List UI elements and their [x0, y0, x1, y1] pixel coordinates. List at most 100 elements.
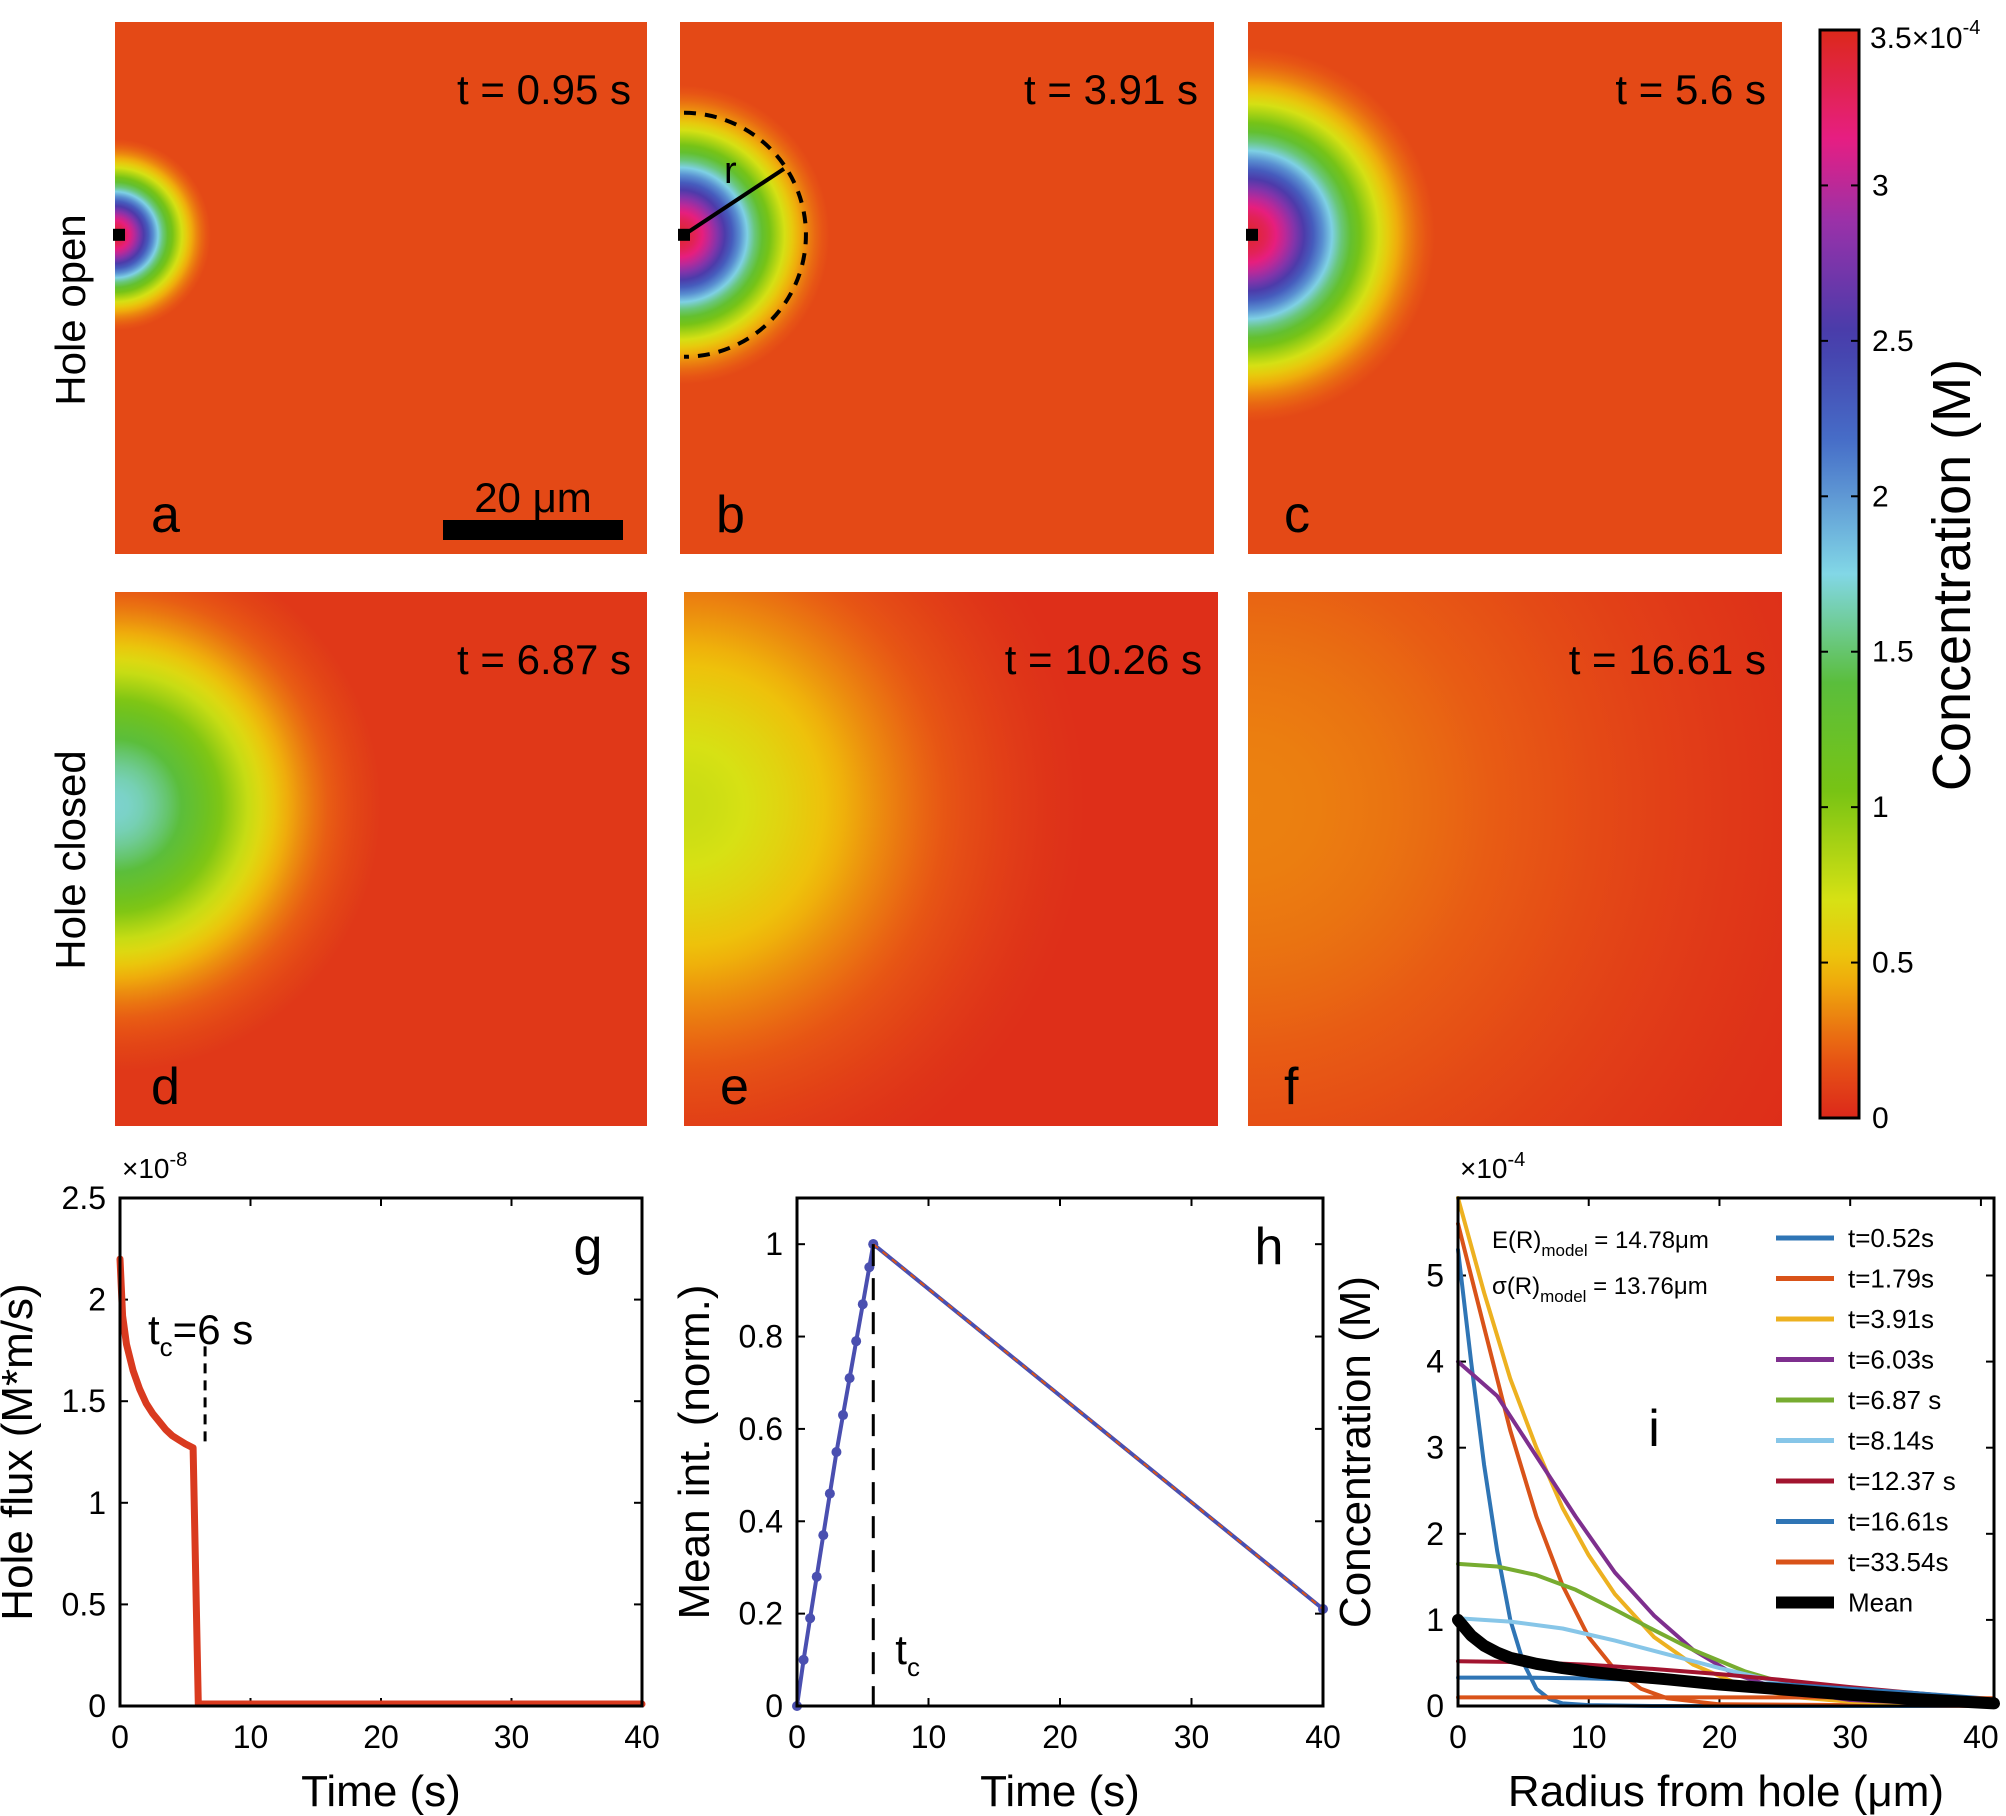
- heatmap-panels: t = 0.95 sa 20 μm t = 3.91 s b r t = 5.6 s c t …: [113, 22, 1782, 1126]
- y-tick-label: 2.5: [62, 1180, 106, 1216]
- data-point: [811, 1571, 822, 1582]
- heatmap-field: [115, 22, 647, 554]
- axis-exponent: ×10-4: [1460, 1149, 1525, 1184]
- series-rise: [795, 1242, 876, 1708]
- y-axis-label: Hole flux (M*m/s): [0, 1283, 42, 1620]
- colorbar-max-base: 3.5×10: [1870, 22, 1963, 55]
- axis-exponent-base: ×10: [122, 1153, 170, 1184]
- x-tick-label: 40: [1963, 1719, 1999, 1755]
- x-tick-label: 0: [111, 1719, 129, 1755]
- panel-letter: f: [1284, 1058, 1299, 1116]
- series-flux: [116, 1255, 646, 1708]
- y-tick-label: 1: [1426, 1602, 1444, 1638]
- radius-line: [682, 167, 786, 237]
- data-point: [838, 1410, 849, 1421]
- model-stat: σ(R)model = 13.76μm: [1492, 1273, 1708, 1306]
- x-tick-label: 0: [1449, 1719, 1467, 1755]
- scale-bar: [443, 520, 623, 540]
- legend-label: t=16.61s: [1848, 1507, 1948, 1537]
- tc-annotation: tc=6 s: [148, 1306, 253, 1362]
- legend-label: t=6.03s: [1848, 1345, 1934, 1375]
- panel-letter: h: [1255, 1218, 1284, 1276]
- y-tick-label: 1: [765, 1226, 783, 1262]
- x-tick-label: 40: [1305, 1719, 1341, 1755]
- legend-label: t=8.14s: [1848, 1426, 1934, 1456]
- time-label: t = 6.87 s: [457, 636, 631, 683]
- model-stat: E(R)model = 14.78μm: [1492, 1227, 1709, 1260]
- data-point: [824, 1488, 835, 1499]
- legend-label: t=6.87 s: [1848, 1385, 1941, 1415]
- y-tick-label: 0: [765, 1688, 783, 1724]
- tc-annotation: tc: [895, 1626, 920, 1682]
- panel-letter: e: [720, 1058, 749, 1116]
- y-axis-label: Concentration (M): [1331, 1276, 1380, 1628]
- y-tick-label: 0.8: [739, 1319, 783, 1355]
- axis-exponent-power: -4: [1508, 1149, 1526, 1171]
- x-tick-label: 20: [1702, 1719, 1738, 1755]
- colorbar-max-exp: -4: [1963, 17, 1981, 39]
- y-tick-label: 1: [88, 1485, 106, 1521]
- x-axis-label: Radius from hole (μm): [1508, 1767, 1944, 1816]
- colorbar-tick-label: 0: [1872, 1102, 1889, 1135]
- axis-exponent-power: -8: [170, 1149, 188, 1171]
- heatmap-field: [1248, 592, 1782, 1126]
- heatmap-panel-d: t = 6.87 s d: [115, 592, 647, 1126]
- series-Mean: [1452, 1613, 2000, 1710]
- row-label-closed: Hole closed: [47, 750, 94, 969]
- x-tick-label: 10: [1571, 1719, 1607, 1755]
- time-label: t = 3.91 s: [1024, 66, 1198, 113]
- legend-label: t=0.52s: [1848, 1223, 1934, 1253]
- time-label: t = 16.61 s: [1569, 636, 1766, 683]
- radius-label: r: [724, 150, 737, 192]
- radius-circle: [683, 110, 808, 359]
- colorbar-tick-label: 2.5: [1872, 325, 1914, 358]
- y-tick-label: 2: [88, 1282, 106, 1318]
- hole-marker: [113, 228, 125, 241]
- axes-box: [795, 1196, 1325, 1708]
- colorbar-tick-label: 2: [1872, 480, 1889, 513]
- time-label: t = 5.6 s: [1615, 66, 1766, 113]
- x-axis-label: Time (s): [980, 1767, 1140, 1816]
- panel-letter: i: [1648, 1400, 1660, 1458]
- tc-base: t: [895, 1626, 907, 1673]
- hole-marker: [1246, 228, 1258, 241]
- x-tick-label: 0: [788, 1719, 806, 1755]
- legend-label: t=1.79s: [1848, 1264, 1934, 1294]
- series-t-1-79s: [1456, 1221, 1996, 1708]
- legend-label: t=33.54s: [1848, 1547, 1948, 1577]
- colorbar-tick-label: 1.5: [1872, 636, 1914, 669]
- legend-label: t=3.91s: [1848, 1304, 1934, 1334]
- time-label: t = 0.95 s: [457, 66, 631, 113]
- x-axis-label: Time (s): [301, 1767, 461, 1816]
- y-tick-label: 4: [1426, 1344, 1444, 1380]
- data-point: [805, 1613, 816, 1624]
- y-tick-label: 5: [1426, 1257, 1444, 1293]
- colorbar-gradient: [1818, 28, 1861, 1120]
- y-tick-label: 0.6: [739, 1411, 783, 1447]
- y-tick-label: 1.5: [62, 1383, 106, 1419]
- time-label: t = 10.26 s: [1005, 636, 1202, 683]
- x-tick-label: 20: [363, 1719, 399, 1755]
- model-stat-value: = 14.78μm: [1588, 1227, 1709, 1254]
- heatmap-field: [680, 22, 1214, 554]
- heatmap-panel-a: t = 0.95 s a 20 μm: [113, 22, 647, 554]
- colorbar: 0 0.5 1 1.5 2 2.5 3 3.5×10-4 Concentration (M): [1818, 17, 1982, 1135]
- scale-bar-label: 20 μm: [474, 474, 592, 521]
- tc-sub: c: [907, 1652, 920, 1682]
- tc-rest: =6 s: [173, 1306, 254, 1353]
- panel-letter: g: [574, 1218, 603, 1276]
- heatmap-field: [1248, 22, 1782, 554]
- data-point: [831, 1447, 842, 1457]
- x-tick-label: 10: [911, 1719, 947, 1755]
- colorbar-tick-label: 0.5: [1872, 947, 1914, 980]
- colorbar-ticks: 0 0.5 1 1.5 2 2.5 3: [1820, 169, 1914, 1135]
- model-stat-sub: model: [1541, 1241, 1587, 1260]
- heatmap-field: [684, 592, 1218, 1126]
- chart-h: 0 10 20 30 40 0 0.2 0.4 0.6 0.8 1 Time (s) Mean int.…: [670, 1196, 1341, 1816]
- decay-fit-line: [872, 1243, 1324, 1610]
- x-tick-label: 30: [1832, 1719, 1868, 1755]
- y-tick-label: 0: [1426, 1688, 1444, 1724]
- panel-letter: c: [1284, 486, 1310, 544]
- panel-letter: b: [716, 486, 745, 544]
